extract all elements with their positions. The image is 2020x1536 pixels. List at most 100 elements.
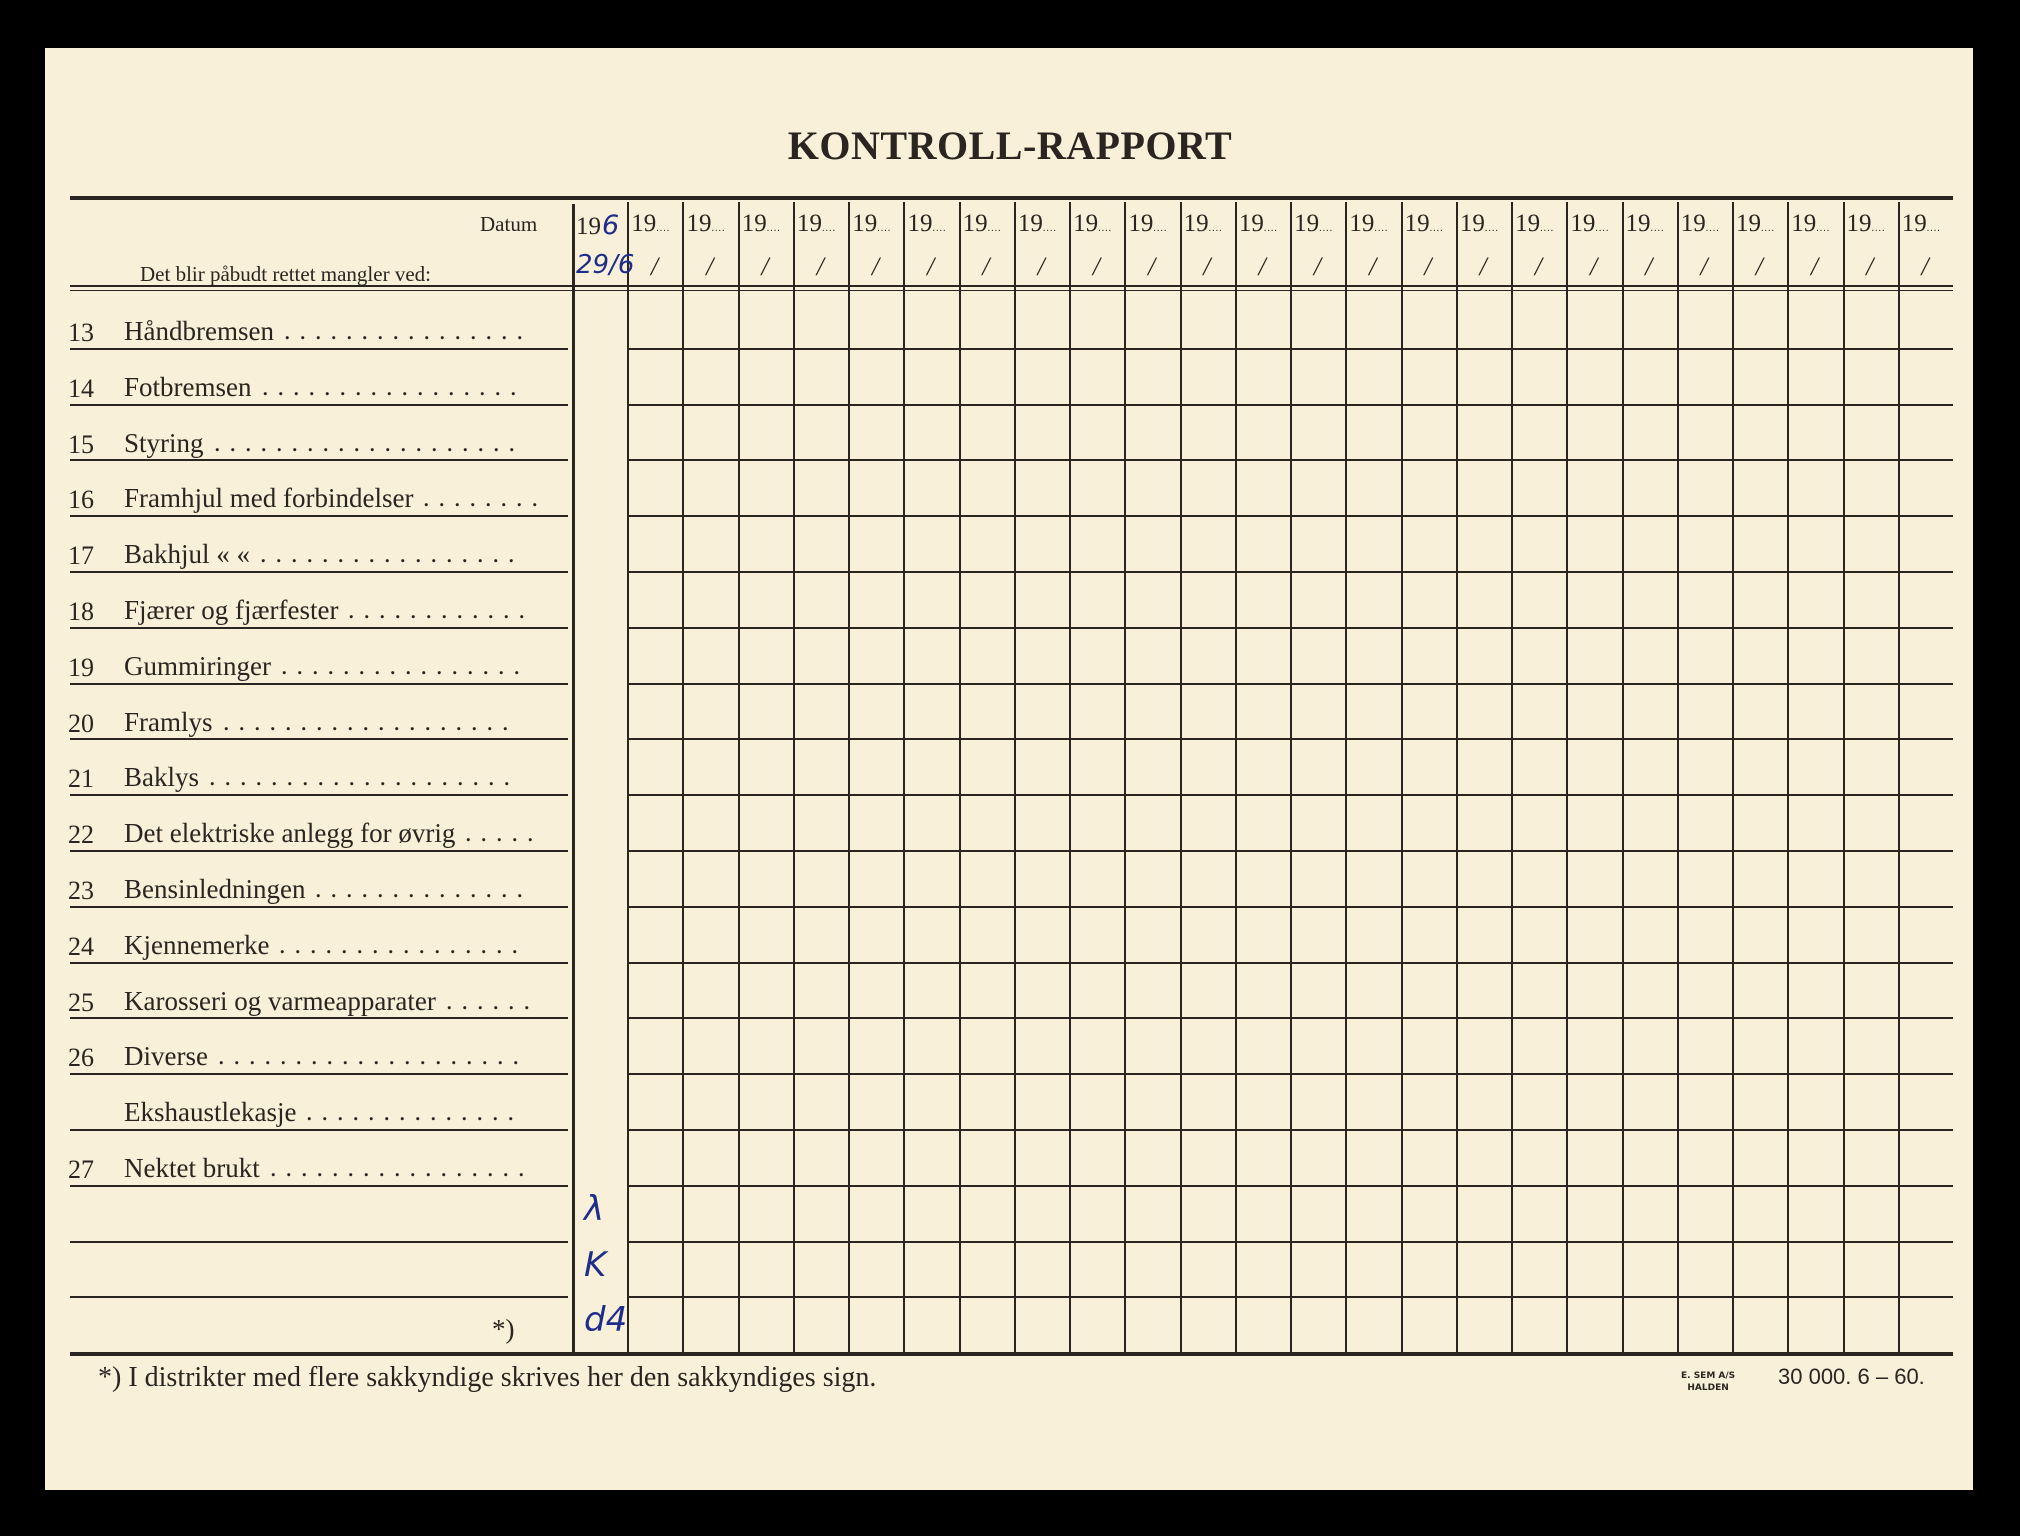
date-year: 19....	[963, 210, 1002, 238]
year-blank: ....	[656, 223, 671, 234]
column-divider	[1842, 202, 1845, 1353]
date-slash: /	[1810, 252, 1819, 281]
row-rule-grid	[627, 403, 1953, 406]
item-label: Framhjul med forbindelser	[124, 483, 414, 514]
column-divider	[848, 202, 851, 1353]
row-rule-left	[70, 1073, 568, 1076]
year-prefix: 19	[962, 210, 988, 237]
date-year: 19....	[742, 210, 781, 238]
column-divider	[1234, 202, 1237, 1353]
row-rule-grid	[627, 626, 1953, 629]
leader-dots: ............	[348, 595, 534, 624]
column-divider	[1897, 202, 1900, 1353]
leader-dots: ......	[446, 985, 539, 1015]
date-year: 19....	[1405, 210, 1444, 238]
leader-dots: ................	[284, 316, 532, 345]
date-year: 19....	[797, 210, 836, 238]
item-label: Fotbremsen	[124, 371, 252, 402]
row-rule-grid	[627, 1073, 1953, 1076]
year-prefix: 19	[1570, 210, 1596, 237]
column-divider	[1069, 202, 1072, 1353]
row-rule-left	[70, 1129, 568, 1131]
date-slash: /	[1534, 252, 1542, 281]
year-blank: ....	[1208, 223, 1223, 234]
year-prefix: 19	[1017, 210, 1043, 237]
year-prefix: 19	[1680, 210, 1706, 237]
date-year: 19....	[1018, 210, 1057, 238]
item-label: Bensinledningen	[124, 874, 306, 904]
row-rule-left	[70, 738, 568, 741]
date-slash: /	[706, 252, 714, 281]
column-divider	[1400, 202, 1403, 1353]
year-prefix: 19	[576, 213, 601, 240]
year-blank: ....	[1871, 223, 1886, 234]
print-info: 30 000. 6 – 60.	[1778, 1364, 1925, 1389]
date-year: 19....	[1128, 210, 1167, 238]
item-label: Fjærer og fjærfester	[124, 595, 339, 625]
item-label: Gummiringer	[124, 650, 271, 681]
item-number: 19	[68, 652, 94, 682]
date-slash: /	[982, 252, 990, 281]
year-prefix: 19	[1183, 210, 1209, 237]
handwritten-signature: λ	[584, 1188, 605, 1229]
header-rule-2	[70, 290, 1953, 291]
item-number: 26	[68, 1043, 94, 1073]
column-divider	[737, 202, 740, 1353]
column-divider	[1013, 202, 1016, 1353]
item-number: 21	[68, 764, 94, 794]
row-rule-grid	[627, 1129, 1953, 1131]
date-year: 19....	[1515, 210, 1554, 238]
leader-dots: ....................	[214, 427, 524, 457]
item-label: Diverse	[124, 1041, 208, 1072]
date-year: 19....	[1073, 210, 1112, 238]
report-card	[45, 48, 1973, 1490]
year-blank: ....	[1429, 223, 1444, 234]
date-slash: /	[1866, 252, 1874, 281]
item-label: Baklys	[124, 762, 200, 793]
year-blank: ....	[1540, 223, 1555, 234]
leader-dots: ..............	[306, 1097, 523, 1127]
year-blank: ....	[1153, 223, 1168, 234]
year-prefix: 19	[1625, 210, 1651, 237]
row-rule-left	[70, 571, 568, 573]
date-slash: /	[1921, 252, 1929, 281]
row-rule-grid	[627, 794, 1953, 797]
leader-dots: ................	[279, 929, 527, 959]
row-rule-left	[70, 626, 568, 629]
row-rule-grid	[627, 347, 1953, 350]
year-blank: ....	[1098, 223, 1113, 234]
leader-dots: .................	[270, 1153, 534, 1182]
date-year: 19....	[631, 210, 670, 238]
item-number: 13	[68, 318, 94, 347]
row-rule-grid	[627, 1296, 1953, 1299]
date-year: 19....	[1294, 210, 1333, 238]
date-slash: /	[1368, 252, 1377, 281]
item-label: Framlys	[124, 706, 213, 737]
year-prefix: 19	[1459, 210, 1485, 237]
date-slash: /	[1424, 252, 1432, 281]
top-rule	[70, 196, 1953, 200]
date-slash: /	[871, 252, 880, 281]
column-divider	[903, 202, 906, 1353]
row-rule-left	[70, 1017, 568, 1020]
row-rule-grid	[627, 1184, 1953, 1187]
item-label: Bakhjul « «	[124, 539, 250, 570]
row-rule-grid	[627, 738, 1953, 741]
date-year: 19....	[1626, 210, 1665, 238]
row-rule-grid	[627, 850, 1953, 852]
instruction-label: Det blir påbudt rettet mangler ved:	[140, 262, 431, 286]
printer-city: HALDEN	[1687, 1383, 1729, 1393]
year-blank: ....	[821, 223, 836, 234]
leader-dots: ...................	[223, 706, 518, 736]
column-divider	[1290, 202, 1293, 1353]
item-label: Ekshaustlekasje	[124, 1097, 297, 1128]
date-year: 19....	[1349, 210, 1388, 238]
row-rule-left	[70, 905, 568, 908]
row-rule-left	[70, 1240, 568, 1243]
date-year: 19....	[1681, 210, 1720, 238]
column-divider	[792, 202, 795, 1353]
leader-dots: ..............	[315, 874, 532, 903]
handwritten-year: 6	[602, 210, 620, 241]
row-rule-grid	[627, 1017, 1953, 1020]
year-blank: ....	[1926, 223, 1941, 234]
